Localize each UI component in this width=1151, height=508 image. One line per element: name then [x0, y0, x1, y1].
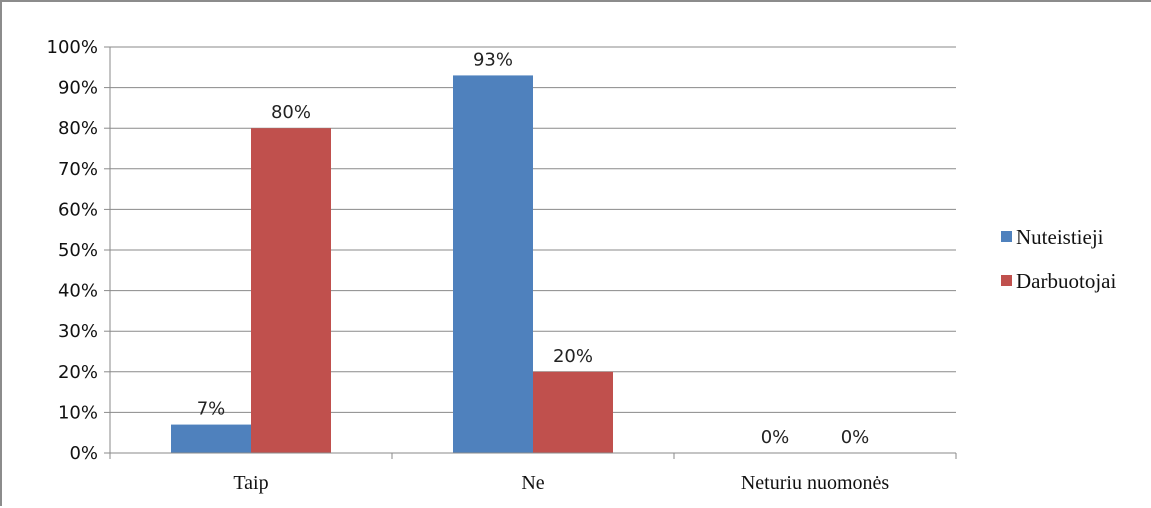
y-tick-label: 50% [58, 240, 98, 261]
y-tick-label: 70% [58, 159, 98, 180]
legend-label: Darbuotojai [1016, 269, 1116, 293]
y-tick-label: 30% [58, 321, 98, 342]
bar [171, 424, 251, 453]
data-label: 0% [841, 427, 870, 448]
bar [453, 75, 533, 454]
y-tick-label: 60% [58, 199, 98, 220]
legend-swatch [1001, 275, 1012, 286]
y-axis: 0% 10% 20% 30% 40% 50% 60% 70% 80% 90% 100% [47, 37, 111, 464]
x-category-label: Ne [521, 472, 544, 494]
bars: 7% 80% 93% 20% 0% 0% [171, 49, 870, 454]
data-label: 0% [761, 427, 790, 448]
y-tick-label: 40% [58, 281, 98, 302]
data-label: 93% [473, 49, 513, 70]
y-tick-label: 10% [58, 402, 98, 423]
legend-swatch [1001, 231, 1012, 242]
y-tick-label: 90% [58, 78, 98, 99]
legend: Nuteistieji Darbuotojai [1001, 225, 1116, 293]
data-label: 80% [271, 102, 311, 123]
y-tick-label: 100% [47, 37, 98, 58]
data-label: 20% [553, 346, 593, 367]
data-label: 7% [197, 399, 226, 420]
legend-label: Nuteistieji [1016, 225, 1104, 249]
x-category-label: Taip [233, 472, 268, 494]
x-category-label: Neturiu nuomonės [741, 472, 890, 494]
bar [251, 128, 331, 453]
y-tick-label: 80% [58, 118, 98, 139]
y-tick-label: 0% [69, 443, 98, 464]
y-tick-label: 20% [58, 362, 98, 383]
bar [533, 371, 613, 453]
x-axis: Taip Ne Neturiu nuomonės [109, 452, 957, 494]
